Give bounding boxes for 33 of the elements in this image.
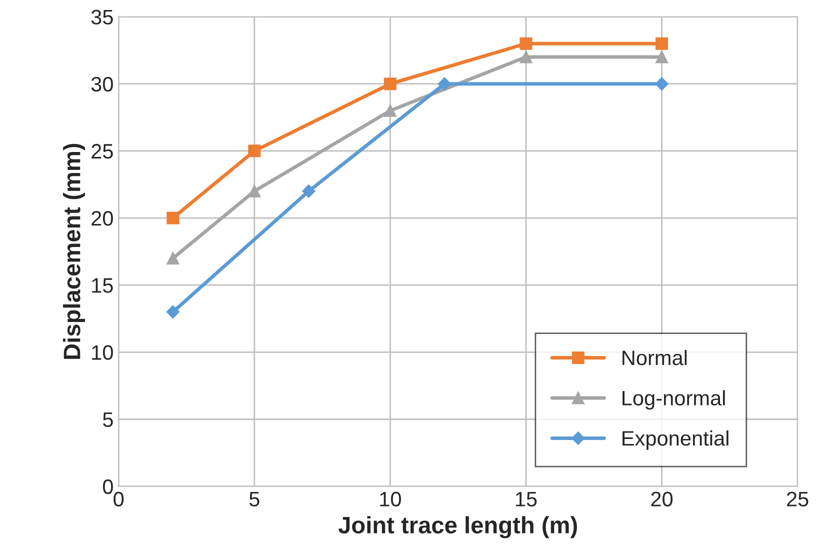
point bbox=[248, 144, 261, 158]
point bbox=[655, 77, 668, 90]
point bbox=[384, 104, 396, 117]
point bbox=[656, 37, 668, 50]
y-tick-label: 10 bbox=[92, 345, 113, 360]
x-tick-label: 15 bbox=[516, 492, 537, 506]
point bbox=[438, 77, 452, 90]
point bbox=[248, 184, 261, 198]
point bbox=[166, 212, 180, 224]
legend-label: Log-normal bbox=[622, 390, 725, 410]
legend-label: Exponential bbox=[622, 430, 728, 450]
y-tick-label: 5 bbox=[102, 412, 113, 428]
y-tick-label: 15 bbox=[92, 278, 113, 293]
point bbox=[520, 50, 532, 64]
point bbox=[656, 50, 668, 64]
y-axis-title: Displacement (mm) bbox=[63, 144, 86, 359]
x-tick-label: 25 bbox=[787, 492, 808, 506]
y-tick-label: 20 bbox=[92, 211, 113, 226]
y-tick-label: 30 bbox=[91, 76, 113, 92]
point bbox=[520, 37, 532, 50]
y-tick-label: 0 bbox=[102, 479, 113, 494]
point bbox=[166, 252, 180, 265]
x-tick-label: 0 bbox=[114, 492, 124, 506]
point bbox=[166, 305, 180, 319]
x-tick-label: 5 bbox=[249, 492, 260, 506]
point bbox=[384, 78, 396, 90]
x-tick-label: 20 bbox=[651, 492, 673, 506]
legend-label: Normal bbox=[622, 350, 687, 366]
y-tick-label: 25 bbox=[92, 144, 113, 159]
x-tick-label: 10 bbox=[380, 492, 401, 506]
point bbox=[302, 184, 316, 198]
y-tick-label: 35 bbox=[91, 10, 113, 25]
x-axis-title: Joint trace length (m) bbox=[338, 516, 577, 538]
